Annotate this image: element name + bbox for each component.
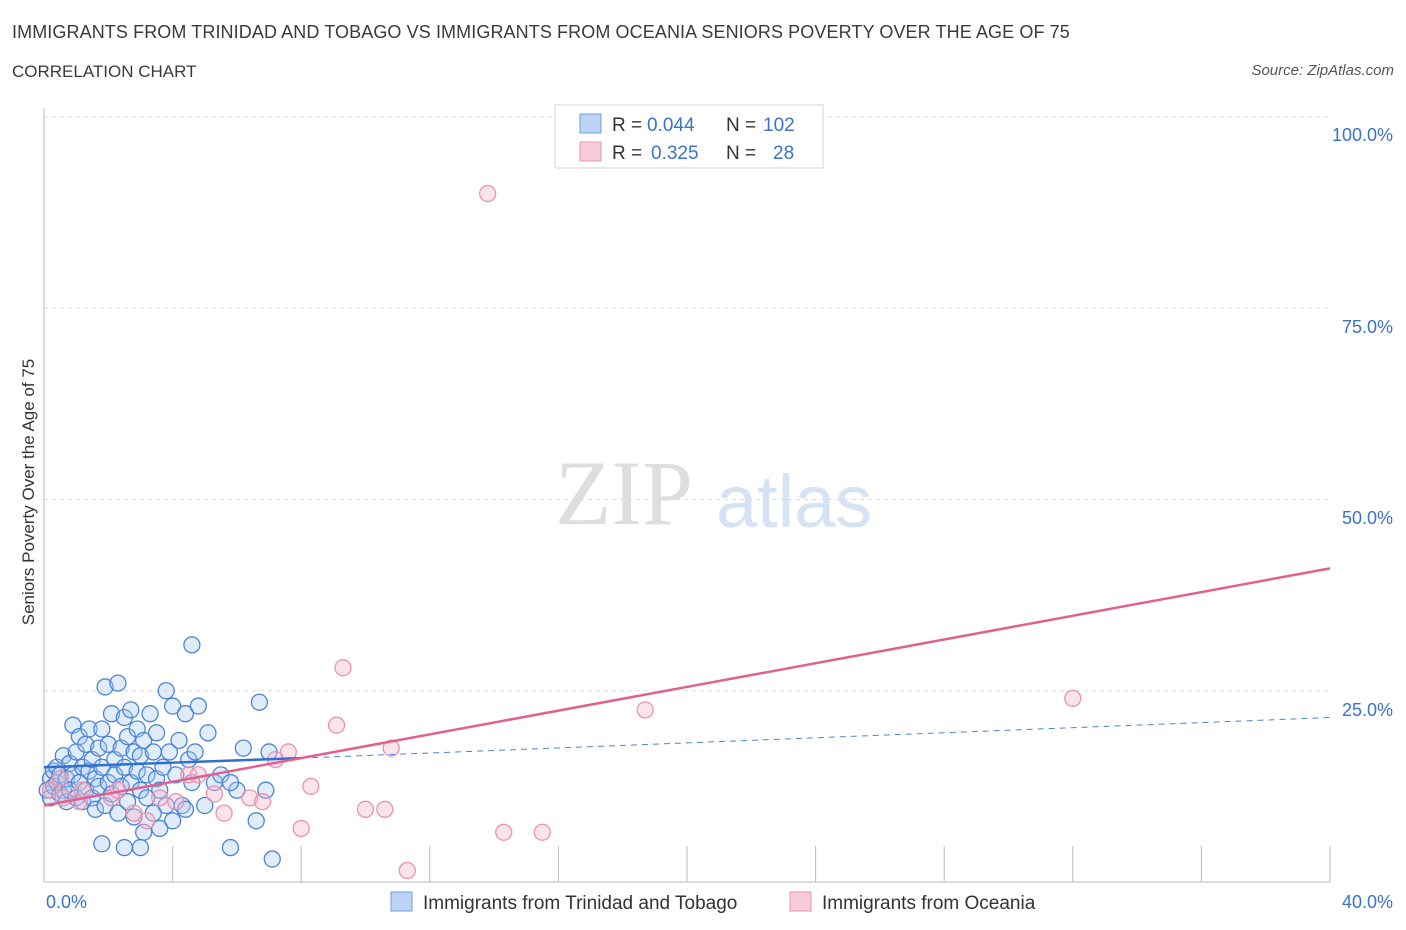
point-trinidad-tobago (163, 697, 182, 715)
point-trinidad-tobago (90, 739, 108, 757)
point-trinidad-tobago (221, 773, 240, 792)
point-oceania (533, 823, 551, 841)
source-label: Source: ZipAtlas.com (1251, 62, 1394, 79)
bottom-legend-label-pink: Immigrants from Oceania (822, 893, 1036, 914)
point-oceania (241, 789, 259, 807)
x-tick-label-max: 40.0% (1342, 892, 1393, 912)
point-oceania (73, 781, 92, 799)
point-oceania (253, 793, 272, 811)
series-trinidad-tobago (38, 636, 281, 868)
point-trinidad-tobago (109, 674, 127, 692)
point-oceania (479, 184, 497, 203)
legend-r-value-blue: 0.044 (647, 115, 695, 136)
point-trinidad-tobago (186, 743, 204, 761)
trend-line-oceania (43, 567, 1331, 807)
point-trinidad-tobago (167, 766, 185, 784)
point-oceania (205, 785, 224, 803)
point-trinidad-tobago (189, 697, 207, 715)
watermark-zip: ZIP (555, 442, 693, 544)
y-tick-label-75: 75.0% (1342, 317, 1393, 337)
legend-swatch-pink (579, 141, 602, 162)
point-oceania (167, 793, 185, 811)
bottom-legend-swatch-pink (789, 891, 812, 912)
bottom-legend-swatch-blue (390, 891, 413, 912)
point-trinidad-tobago (102, 705, 121, 723)
y-tick-label-100: 100.0% (1332, 125, 1393, 145)
point-trinidad-tobago (138, 789, 156, 807)
point-oceania (41, 781, 60, 799)
legend-r-label-blue: R = (612, 115, 642, 136)
point-oceania (151, 789, 169, 807)
legend-n-value-blue: 102 (763, 115, 795, 136)
point-oceania (636, 701, 654, 719)
point-oceania (215, 804, 233, 822)
legend-swatch-blue (579, 113, 602, 134)
watermark-atlas: atlas (716, 460, 872, 543)
point-oceania (1064, 689, 1082, 708)
point-trinidad-tobago (131, 838, 150, 857)
point-trinidad-tobago (247, 812, 265, 830)
point-oceania (125, 804, 143, 822)
point-trinidad-tobago (96, 678, 114, 696)
point-trinidad-tobago (144, 743, 162, 761)
legend-r-label-pink: R = (612, 143, 642, 164)
legend-n-label-pink: N = (726, 143, 756, 164)
point-trinidad-tobago (80, 720, 98, 738)
point-oceania (356, 800, 375, 818)
trend-line-trinidad-tobago (43, 756, 302, 769)
point-oceania (376, 800, 394, 818)
x-tick-label-min: 0.0% (46, 892, 87, 912)
series-oceania (41, 184, 1082, 880)
point-trinidad-tobago (157, 682, 175, 700)
point-oceania (302, 777, 320, 796)
point-trinidad-tobago (160, 743, 179, 761)
point-trinidad-tobago (221, 838, 240, 857)
point-trinidad-tobago (147, 724, 166, 742)
point-oceania (327, 716, 346, 734)
y-axis-title: Seniors Poverty Over the Age of 75 (19, 359, 38, 625)
point-trinidad-tobago (176, 705, 195, 723)
legend-r-value-pink: 0.325 (651, 143, 699, 164)
y-tick-label-25: 25.0% (1342, 700, 1393, 720)
point-trinidad-tobago (122, 701, 140, 719)
bottom-legend-label-blue: Immigrants from Trinidad and Tobago (423, 893, 737, 914)
trend-line-trinidad-tobago-extension (301, 717, 1331, 759)
point-trinidad-tobago (138, 766, 156, 784)
point-oceania (398, 861, 416, 880)
point-trinidad-tobago (250, 693, 269, 711)
point-trinidad-tobago (234, 739, 252, 757)
correlation-legend: R = 0.044 N = 102 R = 0.325 N = 28 (554, 104, 824, 169)
point-oceania (382, 739, 400, 757)
point-trinidad-tobago (196, 796, 214, 815)
point-oceania (334, 659, 352, 677)
y-tick-label-50: 50.0% (1342, 508, 1393, 528)
point-oceania (138, 812, 156, 830)
point-trinidad-tobago (163, 812, 182, 830)
point-oceania (292, 819, 310, 838)
point-trinidad-tobago (183, 636, 201, 654)
trend-lines (43, 567, 1331, 807)
chart-subtitle: CORRELATION CHART (12, 62, 197, 81)
point-trinidad-tobago (86, 800, 105, 818)
point-trinidad-tobago (115, 838, 134, 857)
point-trinidad-tobago (135, 731, 153, 750)
point-trinidad-tobago (99, 735, 117, 753)
point-trinidad-tobago (141, 705, 159, 723)
point-trinidad-tobago (93, 835, 111, 853)
point-trinidad-tobago (151, 819, 169, 838)
chart-title: IMMIGRANTS FROM TRINIDAD AND TOBAGO VS I… (12, 22, 1070, 42)
point-trinidad-tobago (93, 758, 111, 776)
point-trinidad-tobago (170, 731, 188, 750)
point-trinidad-tobago (263, 850, 281, 868)
point-oceania (51, 770, 69, 788)
point-trinidad-tobago (125, 808, 143, 826)
legend-n-label-blue: N = (726, 115, 756, 136)
point-trinidad-tobago (93, 720, 111, 738)
x-tick-marks (172, 846, 1331, 882)
point-trinidad-tobago (199, 724, 217, 742)
point-oceania (495, 823, 513, 841)
legend-n-value-pink: 28 (773, 143, 794, 164)
series-legend: Immigrants from Trinidad and Tobago Immi… (390, 891, 1036, 914)
